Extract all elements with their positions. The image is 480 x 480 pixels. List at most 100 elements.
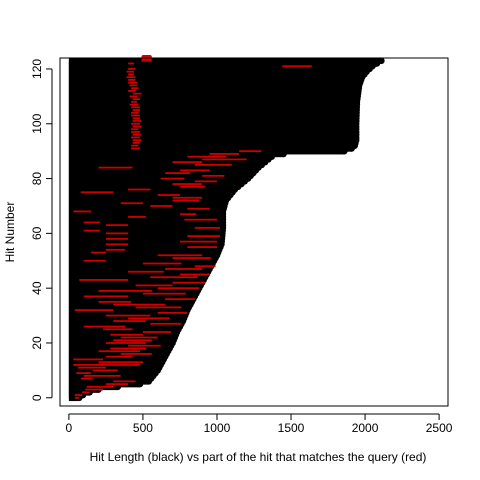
match-segment [131,128,139,131]
match-segment [85,388,103,391]
match-segment [132,139,142,142]
match-segment [128,188,151,191]
match-segment [73,358,103,361]
match-segment [113,320,146,322]
match-segment [129,103,139,106]
match-segment [132,133,142,136]
match-segment [131,100,138,103]
match-segment [128,79,136,81]
match-segment [142,262,182,265]
match-segment [105,342,146,344]
match-segment [282,65,312,68]
match-segment [105,243,129,246]
match-segment [120,202,143,205]
match-segment [98,166,133,169]
match-segment [179,185,206,188]
match-segment [105,224,129,227]
y-tick-label: 100 [30,113,44,133]
hit-bar-end [268,153,276,160]
match-segment [128,81,138,84]
match-segment [209,153,240,155]
match-segment [83,325,126,328]
y-tick-label: 80 [30,172,44,186]
x-tick-label: 1500 [278,421,305,435]
match-segment [83,259,106,262]
match-segment [194,226,220,229]
match-segment [165,268,203,270]
match-segment [73,363,140,366]
match-segment [157,194,180,196]
match-segment [131,144,139,147]
match-segment [202,158,247,161]
match-segment [187,246,217,248]
match-segment [91,251,106,254]
match-segment [165,172,191,174]
match-segment [77,366,106,369]
match-segment [113,339,152,342]
match-segment [105,314,151,317]
match-segment [128,62,135,65]
match-segment [120,353,152,355]
match-segment [105,248,126,251]
match-segment [83,295,129,298]
axes-layer: 0 500 1000 1500 2000 2500 0 20 40 60 80 100 120 [30,57,453,435]
match-segment [80,377,93,380]
match-segment [110,347,146,350]
match-segment [128,216,146,218]
match-segment [135,306,182,309]
match-segment [110,333,143,336]
match-segment [184,218,217,221]
match-segment [157,254,203,257]
match-segment [131,122,140,125]
match-segment [82,391,90,394]
match-segment [179,169,210,172]
hit-bar [68,57,382,65]
x-tick-label: 0 [66,421,73,435]
match-segment [135,284,173,287]
match-segment [142,292,186,295]
match-segment [105,232,129,235]
match-segment [131,87,139,90]
match-segment [105,383,129,385]
match-segment [187,155,226,158]
match-segment [86,385,114,388]
match-segment [157,287,200,290]
match-segment [129,95,138,98]
match-segment [239,150,262,153]
match-segment [128,68,136,70]
match-segment [120,336,158,339]
match-segment [172,281,206,284]
match-segment [132,98,140,101]
match-segment [202,174,225,177]
match-segment [172,196,203,199]
match-segment [150,205,173,207]
match-segment [131,111,139,114]
match-segment [131,136,140,139]
hit-bar-end [280,150,287,158]
y-tick-label: 0 [30,394,44,401]
match-segment [98,350,140,353]
hit-bars-layer [68,55,385,402]
match-segment [179,213,197,216]
match-segment [132,142,140,144]
match-segment [160,177,185,180]
match-segment [187,235,220,238]
match-segment [128,317,170,320]
match-segment [98,300,132,303]
match-segment [128,270,164,273]
match-segment [172,199,200,202]
match-segment [131,106,140,109]
match-segment [172,183,203,185]
match-segment [105,355,133,358]
match-segment [126,76,136,79]
match-segment [74,309,114,311]
match-segment [83,221,100,224]
match-segment [194,265,216,268]
match-segment [129,84,138,87]
match-segment [131,114,140,117]
match-segment [113,303,166,306]
x-tick-label: 2000 [352,421,379,435]
match-segment [128,89,136,92]
y-tick-label: 40 [30,281,44,295]
